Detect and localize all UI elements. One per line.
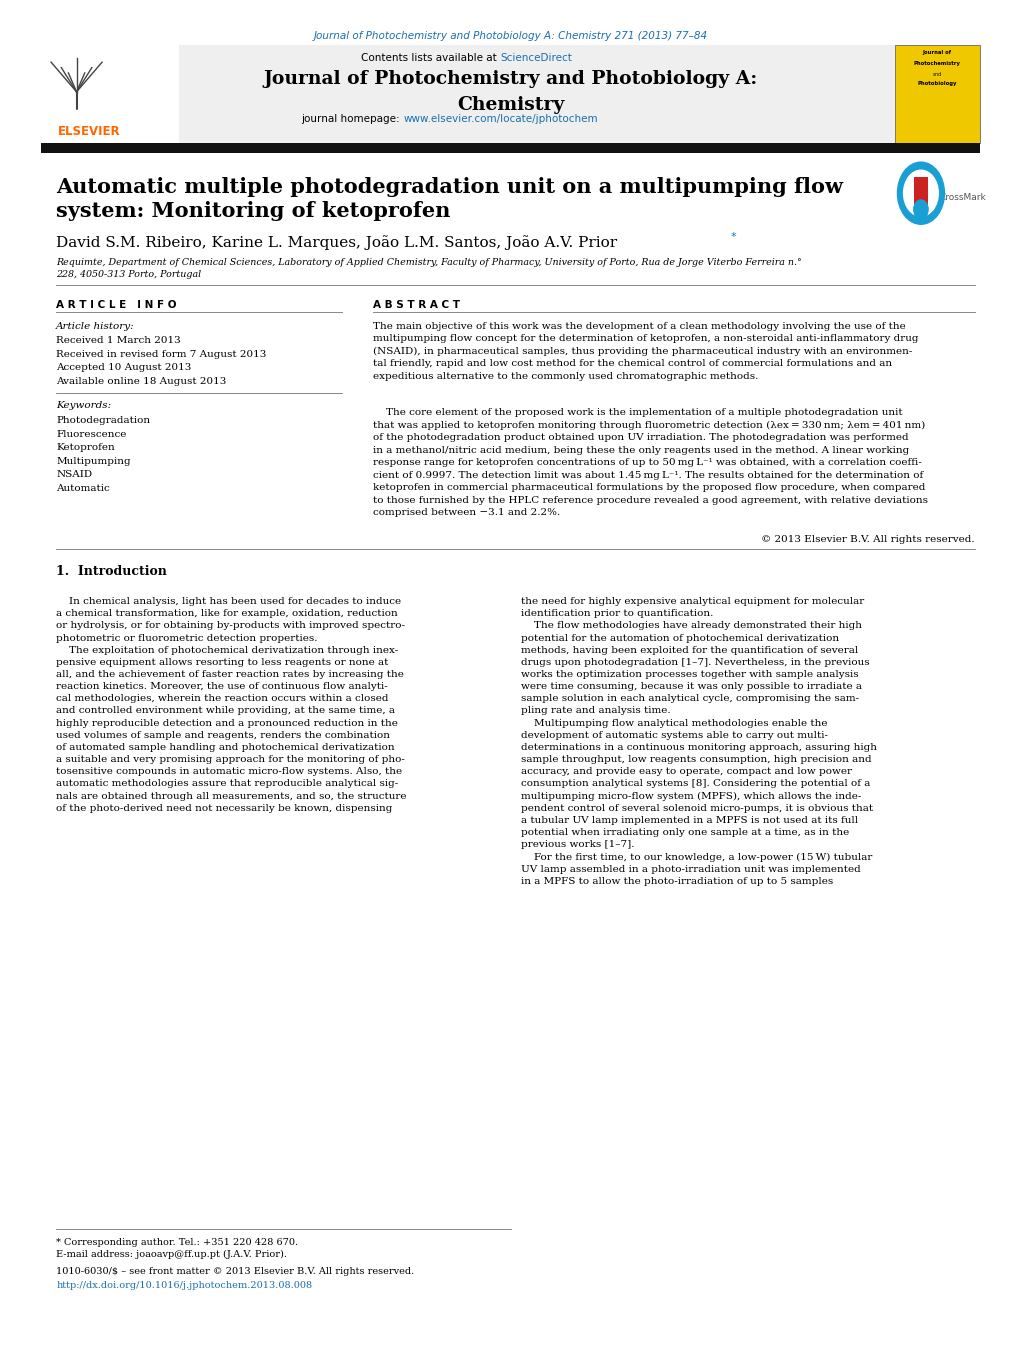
Text: Chemistry: Chemistry [456,96,565,113]
Text: http://dx.doi.org/10.1016/j.jphotochem.2013.08.008: http://dx.doi.org/10.1016/j.jphotochem.2… [56,1281,312,1290]
Text: In chemical analysis, light has been used for decades to induce
a chemical trans: In chemical analysis, light has been use… [56,597,406,813]
Text: 228, 4050-313 Porto, Portugal: 228, 4050-313 Porto, Portugal [56,270,201,280]
Text: Requimte, Department of Chemical Sciences, Laboratory of Applied Chemistry, Facu: Requimte, Department of Chemical Science… [56,258,801,267]
Text: Journal of: Journal of [923,50,952,55]
Text: CrossMark: CrossMark [939,193,986,201]
Text: ELSEVIER: ELSEVIER [57,124,120,138]
Text: A B S T R A C T: A B S T R A C T [373,300,459,309]
Bar [41,45,179,143]
Bar [914,177,928,209]
Text: Automatic: Automatic [56,484,110,493]
Text: Photodegradation: Photodegradation [56,416,150,426]
Text: Accepted 10 August 2013: Accepted 10 August 2013 [56,363,192,373]
Text: system: Monitoring of ketoprofen: system: Monitoring of ketoprofen [56,201,450,222]
Text: Contents lists available at: Contents lists available at [361,53,500,62]
Text: The core element of the proposed work is the implementation of a multiple photod: The core element of the proposed work is… [373,408,928,517]
Text: David S.M. Ribeiro, Karine L. Marques, João L.M. Santos, João A.V. Prior: David S.M. Ribeiro, Karine L. Marques, J… [56,235,618,250]
Circle shape [914,200,928,219]
Text: Fluorescence: Fluorescence [56,430,127,439]
Text: Received in revised form 7 August 2013: Received in revised form 7 August 2013 [56,350,266,359]
Text: A R T I C L E   I N F O: A R T I C L E I N F O [56,300,177,309]
Text: Available online 18 August 2013: Available online 18 August 2013 [56,377,227,386]
Text: Journal of Photochemistry and Photobiology A:: Journal of Photochemistry and Photobiolo… [263,70,758,88]
Text: the need for highly expensive analytical equipment for molecular
identification : the need for highly expensive analytical… [521,597,877,886]
Text: 1.  Introduction: 1. Introduction [56,565,167,578]
Text: * Corresponding author. Tel.: +351 220 428 670.: * Corresponding author. Tel.: +351 220 4… [56,1238,298,1247]
Bar [41,143,980,153]
Text: journal homepage:: journal homepage: [301,115,403,124]
Bar [41,45,980,143]
Text: Photochemistry: Photochemistry [914,61,961,66]
Text: Article history:: Article history: [56,322,135,331]
Text: E-mail address: joaoavp@ff.up.pt (J.A.V. Prior).: E-mail address: joaoavp@ff.up.pt (J.A.V.… [56,1250,287,1259]
Text: Multipumping: Multipumping [56,457,131,466]
Text: and: and [932,72,942,77]
Text: Keywords:: Keywords: [56,401,111,411]
Circle shape [897,162,944,224]
Text: 1010-6030/$ – see front matter © 2013 Elsevier B.V. All rights reserved.: 1010-6030/$ – see front matter © 2013 El… [56,1267,415,1277]
Text: NSAID: NSAID [56,470,92,480]
Text: © 2013 Elsevier B.V. All rights reserved.: © 2013 Elsevier B.V. All rights reserved… [762,535,975,544]
Text: ScienceDirect: ScienceDirect [500,53,572,62]
Text: Journal of Photochemistry and Photobiology A: Chemistry 271 (2013) 77–84: Journal of Photochemistry and Photobiolo… [313,31,708,41]
Text: Automatic multiple photodegradation unit on a multipumping flow: Automatic multiple photodegradation unit… [56,177,843,197]
Text: Ketoprofen: Ketoprofen [56,443,115,453]
Text: Received 1 March 2013: Received 1 March 2013 [56,336,181,346]
Text: The main objective of this work was the development of a clean methodology invol: The main objective of this work was the … [373,322,918,381]
Text: www.elsevier.com/locate/jphotochem: www.elsevier.com/locate/jphotochem [403,115,598,124]
Text: Photobiology: Photobiology [918,81,957,86]
Text: *: * [731,232,737,242]
Circle shape [904,170,938,216]
Bar [895,45,980,143]
